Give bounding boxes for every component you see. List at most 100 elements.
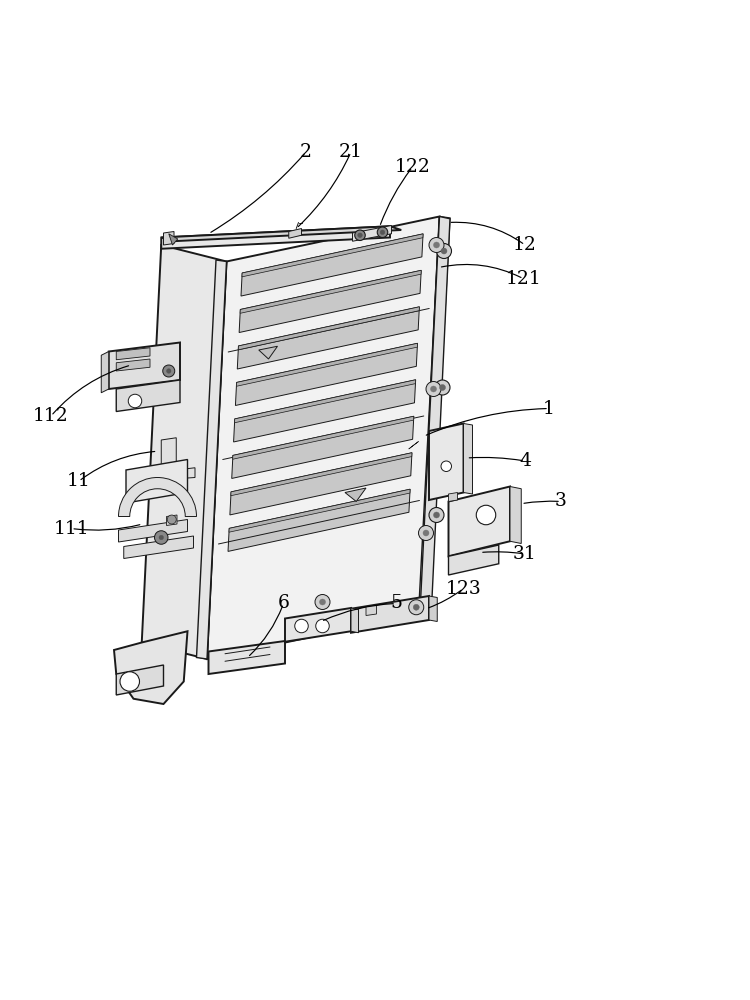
- Text: 12: 12: [513, 236, 537, 254]
- Circle shape: [358, 233, 362, 237]
- Polygon shape: [116, 348, 150, 360]
- Text: 2: 2: [300, 143, 312, 161]
- Polygon shape: [510, 487, 521, 544]
- Polygon shape: [285, 608, 351, 642]
- Circle shape: [419, 526, 434, 540]
- Polygon shape: [242, 234, 423, 277]
- Polygon shape: [240, 270, 422, 313]
- Polygon shape: [345, 488, 366, 502]
- Polygon shape: [114, 631, 188, 704]
- Text: 111: 111: [53, 520, 89, 538]
- Polygon shape: [116, 359, 150, 371]
- Polygon shape: [241, 234, 423, 296]
- Polygon shape: [420, 217, 450, 614]
- Text: 6: 6: [278, 594, 290, 612]
- Polygon shape: [101, 352, 109, 393]
- Circle shape: [433, 242, 439, 248]
- Polygon shape: [161, 438, 195, 480]
- Circle shape: [166, 369, 171, 373]
- Text: 122: 122: [394, 158, 430, 176]
- Text: 5: 5: [390, 594, 402, 612]
- Polygon shape: [228, 489, 410, 551]
- Text: 121: 121: [506, 270, 542, 288]
- Circle shape: [409, 600, 424, 615]
- Polygon shape: [448, 487, 510, 556]
- Polygon shape: [196, 260, 226, 659]
- Text: 31: 31: [513, 545, 537, 563]
- Polygon shape: [289, 229, 302, 238]
- Text: 3: 3: [555, 492, 567, 510]
- Text: 21: 21: [339, 143, 363, 161]
- Circle shape: [423, 530, 429, 536]
- Polygon shape: [231, 453, 412, 496]
- Polygon shape: [166, 515, 177, 526]
- Text: 4: 4: [519, 452, 531, 470]
- Polygon shape: [169, 234, 178, 245]
- Circle shape: [128, 394, 142, 408]
- Circle shape: [430, 386, 436, 392]
- Polygon shape: [116, 665, 164, 695]
- Circle shape: [120, 672, 140, 691]
- Polygon shape: [207, 217, 440, 659]
- Polygon shape: [235, 380, 416, 423]
- Circle shape: [380, 230, 385, 234]
- Polygon shape: [259, 346, 278, 359]
- Circle shape: [377, 227, 388, 237]
- Circle shape: [435, 380, 450, 395]
- Polygon shape: [366, 605, 376, 615]
- Polygon shape: [419, 217, 450, 615]
- Circle shape: [316, 619, 329, 633]
- Circle shape: [154, 531, 168, 544]
- Circle shape: [355, 230, 365, 240]
- Polygon shape: [164, 232, 174, 245]
- Polygon shape: [429, 424, 464, 500]
- Polygon shape: [142, 245, 226, 659]
- Circle shape: [429, 508, 444, 522]
- Text: 123: 123: [446, 580, 482, 597]
- Polygon shape: [233, 380, 416, 442]
- Polygon shape: [229, 489, 410, 532]
- Polygon shape: [239, 270, 422, 333]
- Polygon shape: [351, 596, 429, 633]
- Polygon shape: [351, 608, 358, 633]
- Circle shape: [159, 535, 164, 540]
- Polygon shape: [230, 453, 412, 515]
- Circle shape: [163, 365, 175, 377]
- Polygon shape: [126, 460, 188, 503]
- Circle shape: [295, 619, 308, 633]
- Circle shape: [413, 604, 419, 610]
- Text: 1: 1: [543, 399, 555, 418]
- Polygon shape: [209, 641, 285, 674]
- Wedge shape: [118, 478, 196, 516]
- Polygon shape: [118, 520, 188, 542]
- Polygon shape: [124, 536, 194, 558]
- Text: 11: 11: [67, 472, 91, 490]
- Polygon shape: [409, 442, 419, 449]
- Polygon shape: [161, 226, 401, 241]
- Text: 112: 112: [33, 407, 69, 425]
- Circle shape: [320, 599, 326, 605]
- Polygon shape: [448, 492, 458, 502]
- Circle shape: [433, 512, 439, 518]
- Polygon shape: [232, 416, 414, 478]
- Circle shape: [429, 237, 444, 252]
- Circle shape: [426, 381, 441, 396]
- Polygon shape: [109, 342, 180, 389]
- Polygon shape: [464, 424, 472, 494]
- Circle shape: [436, 243, 451, 258]
- Circle shape: [167, 515, 176, 524]
- Circle shape: [440, 384, 446, 390]
- Polygon shape: [161, 226, 390, 249]
- Polygon shape: [236, 343, 418, 386]
- Circle shape: [476, 505, 496, 525]
- Polygon shape: [236, 343, 418, 405]
- Polygon shape: [448, 545, 499, 575]
- Polygon shape: [352, 226, 392, 241]
- Polygon shape: [232, 416, 414, 459]
- Polygon shape: [116, 380, 180, 412]
- Polygon shape: [429, 596, 437, 621]
- Polygon shape: [237, 307, 419, 369]
- Circle shape: [441, 248, 447, 254]
- Polygon shape: [238, 307, 419, 350]
- Circle shape: [441, 461, 452, 472]
